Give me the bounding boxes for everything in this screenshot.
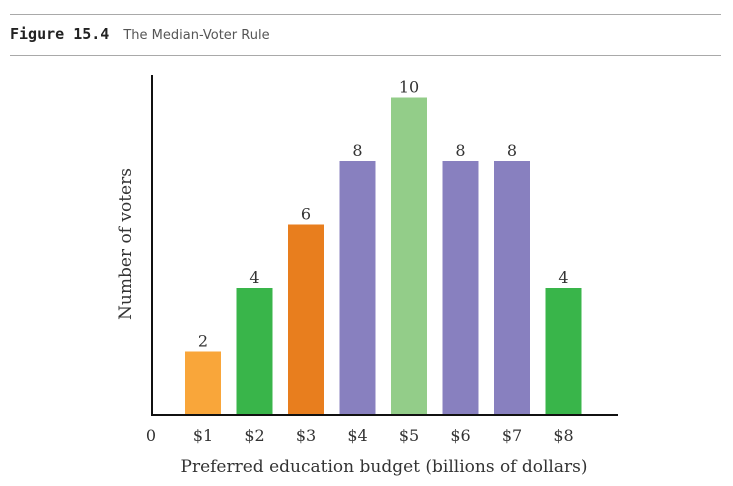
bar-value-label: 10 (399, 78, 419, 97)
x-tick-labels: $1 $2 $3 $4 $5 $6 $7 $8 (193, 426, 574, 445)
bar-value-label: 8 (352, 141, 362, 160)
bar-5 (391, 97, 427, 415)
bar-value-label: 4 (558, 268, 568, 287)
y-axis-title: Number of voters (116, 168, 136, 320)
x-tick-label: $4 (347, 426, 367, 445)
bar-value-label: 6 (301, 205, 311, 224)
x-tick-label: $8 (553, 426, 573, 445)
x-tick-label: $5 (399, 426, 419, 445)
bar-1 (185, 351, 221, 415)
bar-8 (545, 288, 582, 415)
figure-title: The Median-Voter Rule (123, 28, 270, 43)
bar-2 (236, 288, 273, 415)
bar-3 (288, 224, 324, 415)
origin-label: 0 (146, 426, 156, 445)
x-tick-label: $3 (296, 426, 316, 445)
x-tick-label: $1 (193, 426, 213, 445)
x-tick-label: $6 (450, 426, 470, 445)
figure-number: Figure 15.4 (10, 25, 110, 43)
bar-4 (339, 161, 376, 415)
bar-value-label: 8 (507, 141, 517, 160)
bar-value-label: 8 (455, 141, 465, 160)
bar-6 (442, 161, 479, 415)
figure-header: Figure 15.4 The Median-Voter Rule (10, 25, 270, 49)
header-bottom-rule (10, 55, 721, 56)
x-tick-label: $2 (244, 426, 264, 445)
x-axis-title: Preferred education budget (billions of … (181, 457, 588, 477)
bar-7 (494, 161, 530, 415)
bar-value-label: 4 (249, 268, 259, 287)
bars-group: 2 4 6 8 10 8 8 4 (185, 78, 582, 415)
bar-value-label: 2 (198, 332, 208, 351)
header-top-rule (10, 14, 721, 15)
x-tick-label: $7 (502, 426, 522, 445)
